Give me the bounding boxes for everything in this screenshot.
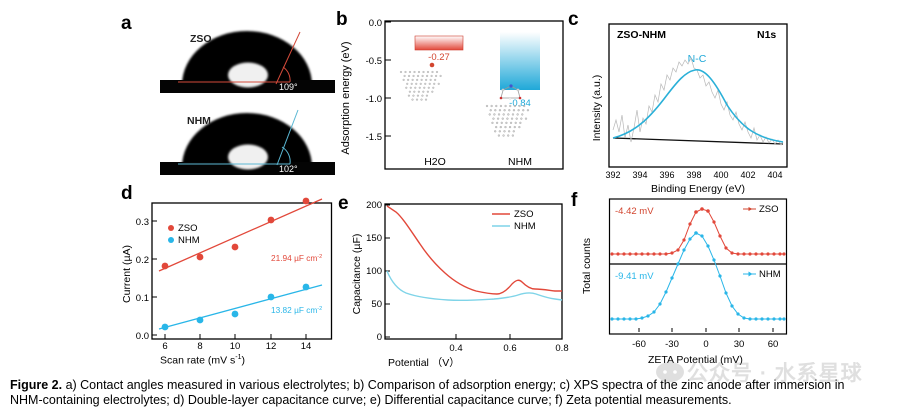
svg-text:ZSO: ZSO — [190, 33, 212, 45]
svg-text:NHM: NHM — [178, 235, 200, 246]
svg-text:402: 402 — [740, 170, 755, 180]
svg-text:ZSO: ZSO — [514, 209, 534, 220]
svg-text:392: 392 — [605, 170, 620, 180]
svg-text:0.0: 0.0 — [136, 331, 149, 342]
svg-text:0: 0 — [703, 339, 708, 350]
svg-text:ZSO: ZSO — [759, 204, 779, 215]
svg-text:400: 400 — [713, 170, 728, 180]
svg-text:NHM: NHM — [508, 156, 532, 168]
svg-text:-4.42 mV: -4.42 mV — [615, 206, 654, 217]
svg-text:396: 396 — [659, 170, 674, 180]
svg-text:ZSO-NHM: ZSO-NHM — [617, 29, 666, 41]
svg-text:-1.5: -1.5 — [366, 132, 382, 143]
svg-text:H2O: H2O — [424, 156, 446, 168]
svg-text:Intensity (a.u.): Intensity (a.u.) — [591, 75, 603, 142]
svg-text:-9.41 mV: -9.41 mV — [615, 271, 654, 282]
svg-text:Capacitance (µF): Capacitance (µF) — [351, 234, 363, 315]
svg-text:-0.5: -0.5 — [366, 56, 382, 67]
svg-text:0.8: 0.8 — [555, 343, 568, 353]
svg-text:-0.84: -0.84 — [509, 98, 531, 109]
svg-text:0.0: 0.0 — [369, 18, 382, 29]
svg-text:394: 394 — [632, 170, 647, 180]
svg-text:50: 50 — [371, 299, 382, 310]
svg-text:200: 200 — [366, 200, 382, 211]
svg-text:6: 6 — [162, 341, 167, 352]
svg-text:109°: 109° — [279, 82, 298, 92]
svg-text:NHM: NHM — [514, 221, 536, 232]
svg-text:-0.27: -0.27 — [428, 52, 450, 63]
svg-text:-30: -30 — [665, 339, 679, 350]
svg-text:60: 60 — [768, 339, 779, 350]
svg-text:398: 398 — [686, 170, 701, 180]
svg-text:0.1: 0.1 — [136, 293, 149, 304]
svg-text:-60: -60 — [632, 339, 646, 350]
svg-text:-1.0: -1.0 — [366, 94, 382, 105]
svg-text:0.3: 0.3 — [136, 217, 149, 228]
svg-text:404: 404 — [767, 170, 782, 180]
svg-text:0: 0 — [377, 332, 382, 343]
svg-text:0.6: 0.6 — [503, 343, 516, 353]
svg-text:Adsorption energy (eV): Adsorption energy (eV) — [340, 41, 352, 154]
svg-text:30: 30 — [734, 339, 745, 350]
svg-text:Total counts: Total counts — [581, 238, 593, 294]
svg-text:N1s: N1s — [757, 29, 776, 41]
svg-text:0.4: 0.4 — [449, 343, 462, 353]
svg-text:100: 100 — [366, 266, 382, 277]
svg-text:12: 12 — [266, 341, 277, 352]
svg-text:10: 10 — [230, 341, 241, 352]
svg-text:102°: 102° — [279, 164, 298, 174]
svg-text:ZSO: ZSO — [178, 223, 198, 234]
svg-text:Binding Energy (eV): Binding Energy (eV) — [651, 183, 745, 195]
svg-text:NHM: NHM — [187, 115, 211, 127]
svg-text:150: 150 — [366, 233, 382, 244]
svg-text:8: 8 — [197, 341, 202, 352]
svg-text:NHM: NHM — [759, 269, 781, 280]
svg-text:Current (µA): Current (µA) — [121, 245, 133, 303]
svg-text:0.2: 0.2 — [136, 255, 149, 266]
